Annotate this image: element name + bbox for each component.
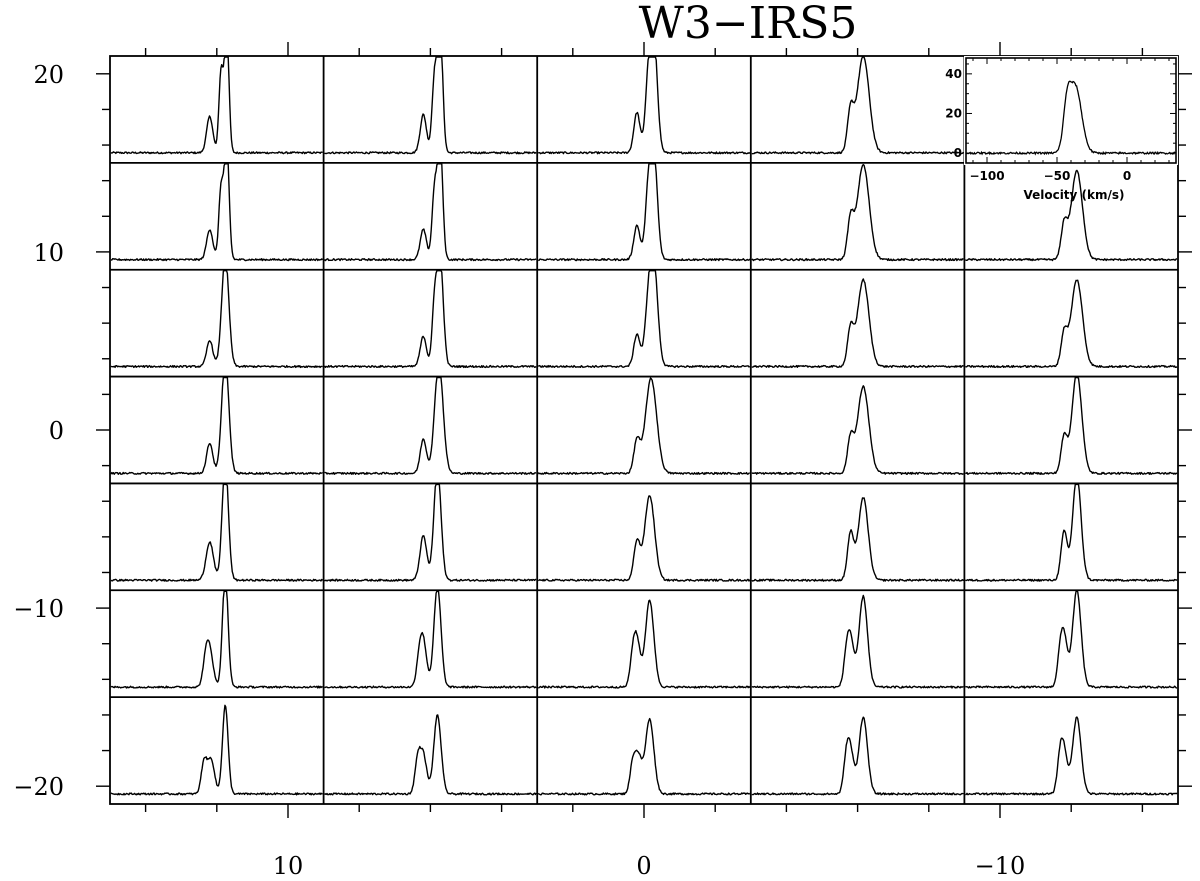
- spectrum-line: [751, 278, 964, 369]
- y-tick-label: 20: [33, 61, 64, 89]
- spectrum-panel: [110, 376, 323, 475]
- spectrum-line: [538, 599, 751, 689]
- spectra-grid: [110, 56, 1178, 796]
- spectrum-panel: [751, 716, 964, 796]
- y-tick-label: −10: [13, 595, 64, 623]
- spectrum-panel: [751, 594, 964, 689]
- spectrum-line: [324, 56, 537, 155]
- spectrum-panel: [537, 495, 751, 582]
- spectrum-panel: [110, 56, 323, 155]
- spectrum-line: [965, 590, 1178, 689]
- spectrum-panel: [751, 385, 964, 475]
- spectrum-panel: [323, 270, 537, 369]
- spectrum-line: [751, 385, 964, 475]
- spectrum-panel: [324, 590, 537, 689]
- spectrum-line: [324, 163, 537, 262]
- outer-axes: 20 10 0 −10 −20 10 0 −10: [13, 42, 1192, 880]
- spectrum-line: [110, 56, 323, 155]
- spectrum-line: [110, 704, 323, 796]
- spectrum-line: [965, 279, 1178, 369]
- spectrum-line: [537, 270, 751, 369]
- spectrum-panel: [110, 590, 324, 689]
- spectrum-panel: [965, 590, 1178, 689]
- spectrum-panel: [751, 278, 964, 369]
- spectrum-panel: [537, 717, 751, 796]
- spectrum-line: [537, 377, 750, 475]
- spectrum-panel: [965, 279, 1178, 369]
- spectrum-panel: [538, 599, 751, 689]
- spectrum-line: [965, 169, 1178, 262]
- spectrum-panel: [537, 56, 751, 155]
- spectrum-panel: [965, 483, 1178, 582]
- spectrum-line: [751, 716, 964, 796]
- x-tick-label: 10: [273, 852, 304, 876]
- spectrum-line: [323, 270, 537, 369]
- inset-y-tick-label: 40: [945, 67, 962, 81]
- spectrum-line: [537, 495, 751, 582]
- spectrum-line: [538, 163, 751, 262]
- spectrum-line: [324, 376, 537, 475]
- spectrum-panel: [751, 163, 964, 262]
- spectrum-line: [965, 376, 1178, 475]
- y-tick-label: 0: [49, 417, 64, 445]
- inset-y-tick-label: 20: [945, 106, 962, 120]
- spectrum-line: [965, 483, 1178, 582]
- spectrum-panel: [110, 270, 323, 369]
- spectrum-panel: [324, 714, 537, 796]
- spectrum-panel: [324, 163, 537, 262]
- spectrum-panel: [110, 483, 324, 582]
- spectrum-line: [324, 590, 537, 689]
- spectrum-panel: [537, 270, 751, 369]
- inset-x-tick-label: −100: [969, 169, 1004, 183]
- x-tick-label: −10: [975, 852, 1026, 876]
- spectrum-line: [110, 483, 324, 582]
- spectrum-panel: [751, 56, 964, 155]
- spectrum-line: [110, 376, 323, 475]
- y-tick-label: 10: [33, 239, 64, 267]
- spectrum-panel: [110, 704, 323, 796]
- spectrum-panel: [751, 497, 964, 582]
- spectrum-panel: [110, 163, 324, 262]
- spectrum-panel: [965, 376, 1178, 475]
- spectrum-line: [110, 590, 324, 689]
- spectrum-line: [751, 56, 964, 155]
- y-tick-label: −20: [13, 773, 64, 801]
- inset-x-axis-label: Velocity (km/s): [1023, 188, 1124, 202]
- spectrum-line: [751, 594, 964, 689]
- spectrum-line: [537, 56, 751, 155]
- spectrum-line: [751, 497, 964, 582]
- inset-x-tick-label: −50: [1044, 169, 1071, 183]
- spectrum-line: [110, 163, 324, 262]
- spectrum-line: [110, 270, 323, 369]
- spectrum-line: [751, 163, 964, 262]
- spectrum-line: [537, 717, 751, 796]
- spectrum-panel: [965, 169, 1178, 262]
- x-tick-label: 0: [636, 852, 651, 876]
- chart-title: W3−IRS5: [639, 0, 858, 49]
- inset-y-tick-label: 0: [954, 146, 962, 160]
- spectrum-line: [324, 483, 537, 582]
- spectrum-panel: [537, 377, 750, 475]
- inset-background: [964, 56, 1178, 165]
- inset-plot: 0 20 40 −100 −50 0 Velocity (km/s): [945, 56, 1178, 202]
- spectrum-panel: [538, 163, 751, 262]
- inset-spectrum-line: [965, 80, 1177, 156]
- spectrum-panel: [324, 483, 537, 582]
- spectrum-line: [324, 714, 537, 796]
- spectrum-line: [965, 716, 1178, 796]
- spectrum-panel: [965, 716, 1178, 796]
- spectrum-panel: [324, 376, 537, 475]
- inset-x-tick-label: 0: [1123, 169, 1131, 183]
- spectrum-panel: [324, 56, 537, 155]
